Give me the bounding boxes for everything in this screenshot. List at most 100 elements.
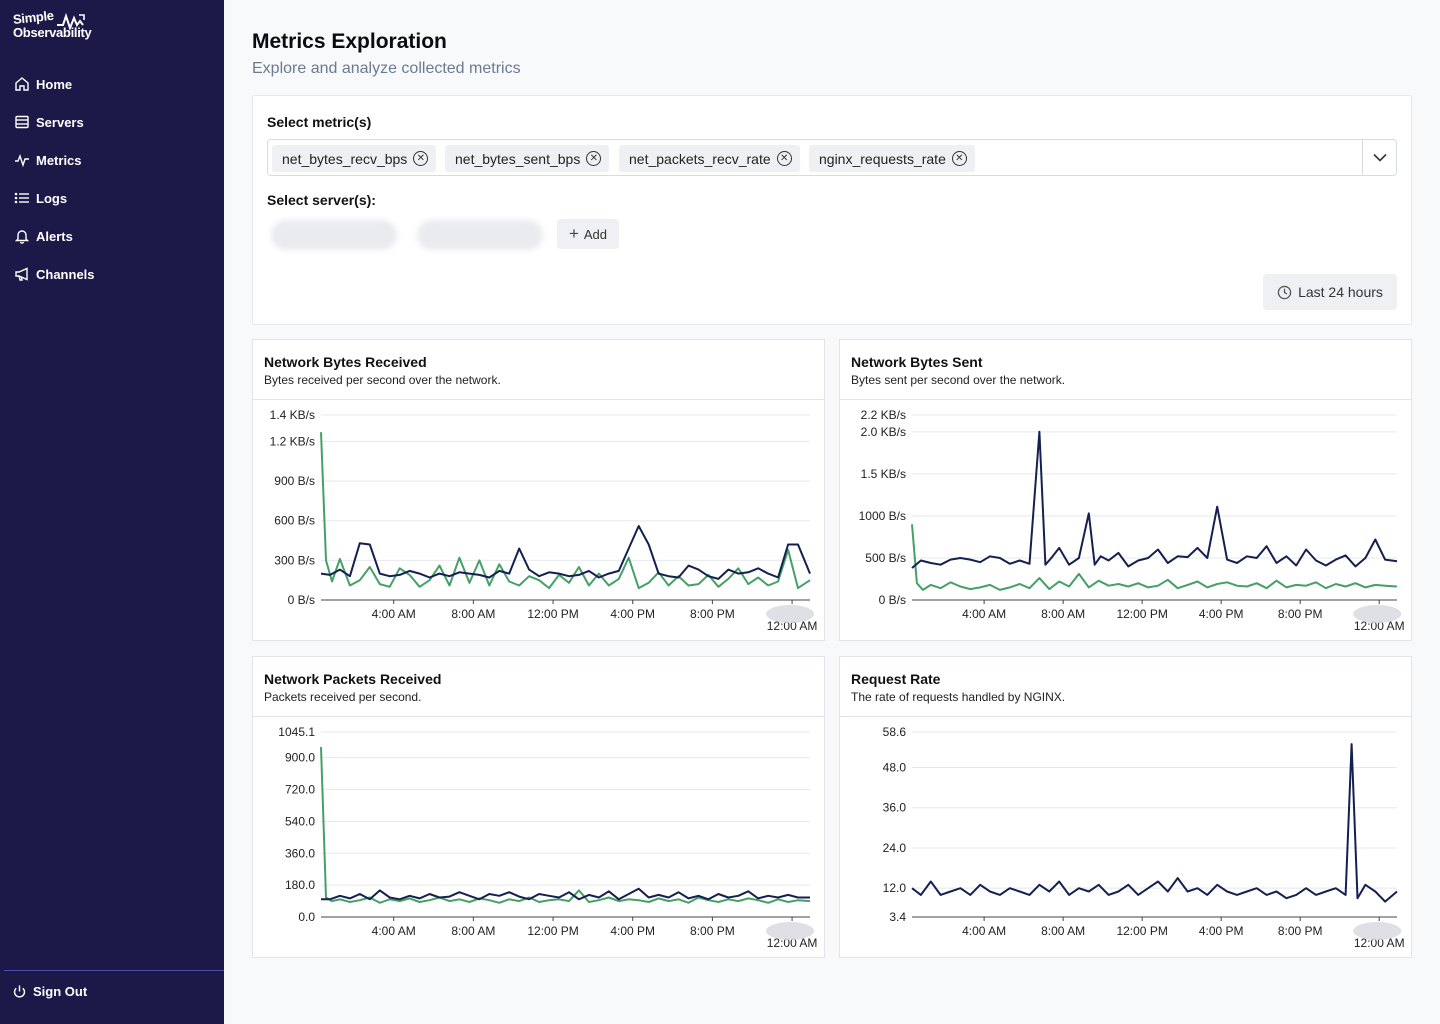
chart-card-bytes-sent: Network Bytes Sent Bytes sent per second…	[839, 339, 1412, 641]
sidebar-item-metrics[interactable]: Metrics	[0, 141, 224, 179]
y-tick-label: 180.0	[285, 878, 315, 892]
remove-chip-icon[interactable]: ✕	[776, 151, 792, 166]
x-tick-label: 4:00 AM	[372, 607, 416, 621]
sidebar-item-channels[interactable]: Channels	[0, 255, 224, 293]
y-tick-label: 900 B/s	[274, 474, 315, 488]
time-range-label: Last 24 hours	[1298, 284, 1383, 300]
chart-header: Network Bytes Sent Bytes sent per second…	[840, 340, 1411, 400]
metrics-icon	[15, 153, 29, 168]
packets-received-chart: 0.0 180.0 360.0 540.0 720.0 900.0 1045.1 4:00 A…	[278, 725, 818, 950]
remove-chip-icon[interactable]: ✕	[413, 151, 429, 166]
chart-title: Request Rate	[851, 671, 941, 687]
blurred-date-label	[1353, 922, 1402, 940]
pulse-icon	[57, 13, 85, 31]
x-tick-label: 12:00 PM	[1116, 607, 1167, 621]
y-tick-label: 24.0	[883, 841, 907, 855]
blurred-date-label	[766, 605, 815, 623]
y-tick-label: 0.0	[298, 910, 315, 924]
x-tick-label: 4:00 PM	[610, 607, 655, 621]
chart-header: Network Bytes Received Bytes received pe…	[253, 340, 824, 400]
chart-card-bytes-received: Network Bytes Received Bytes received pe…	[252, 339, 825, 641]
x-tick-label: 8:00 AM	[1041, 607, 1085, 621]
logs-icon	[14, 192, 29, 204]
chart-description: Bytes received per second over the netwo…	[264, 373, 501, 387]
series-line-server-1	[911, 743, 1398, 903]
series-line-server-1	[320, 525, 811, 580]
add-label: Add	[583, 226, 608, 242]
x-tick-label: 12:00 PM	[527, 924, 578, 938]
metric-dropdown-toggle[interactable]	[1362, 140, 1396, 175]
y-tick-label: 1000 B/s	[859, 509, 906, 523]
bell-icon	[14, 230, 30, 244]
remove-chip-icon[interactable]: ✕	[586, 151, 602, 166]
y-tick-label: 1.5 KB/s	[861, 467, 906, 481]
series-line-server-2	[320, 432, 811, 590]
logo-line-2: Observability	[13, 25, 92, 40]
chart-card-request-rate: Request Rate The rate of requests handle…	[839, 656, 1412, 958]
power-icon	[13, 985, 26, 998]
page-subtitle: Explore and analyze collected metrics	[252, 60, 521, 77]
y-tick-label: 12.0	[883, 881, 907, 895]
x-tick-label: 12:00 AM	[1354, 619, 1405, 633]
bytes-received-chart: 0 B/s 300 B/s 600 B/s 900 B/s 1.2 KB/s 1.4 KB…	[270, 408, 818, 633]
servers-icon	[15, 115, 29, 129]
y-tick-label: 1.4 KB/s	[270, 408, 315, 422]
series-line-server-1	[321, 887, 810, 901]
y-tick-label: 600 B/s	[274, 514, 315, 528]
series-line-server-2	[911, 524, 1398, 591]
server-chip[interactable]	[417, 220, 543, 250]
sidebar-item-logs[interactable]: Logs	[0, 179, 224, 217]
blurred-date-label	[1353, 605, 1402, 623]
time-range-button[interactable]: Last 24 hours	[1263, 274, 1397, 310]
metrics-label: Select metric(s)	[267, 114, 372, 130]
add-server-button[interactable]: + Add	[557, 219, 619, 249]
filter-panel: Select metric(s) net_bytes_recv_bps ✕ ne…	[252, 95, 1412, 325]
sign-out-button[interactable]: Sign Out	[12, 984, 87, 999]
blurred-date-label	[766, 922, 815, 940]
chart-title: Network Bytes Received	[264, 354, 427, 370]
y-tick-label: 48.0	[883, 761, 907, 775]
x-tick-label: 8:00 AM	[451, 924, 495, 938]
y-tick-label: 360.0	[285, 846, 315, 860]
remove-chip-icon[interactable]: ✕	[951, 151, 967, 166]
x-tick-label: 12:00 PM	[1116, 924, 1167, 938]
metric-chip-label: net_bytes_sent_bps	[455, 150, 581, 167]
metric-chip: nginx_requests_rate ✕	[809, 145, 975, 172]
servers-label: Select server(s):	[267, 192, 376, 208]
metric-chip-label: net_bytes_recv_bps	[282, 150, 408, 167]
chevron-down-icon	[1372, 153, 1387, 162]
x-tick-label: 8:00 AM	[1041, 924, 1085, 938]
x-tick-label: 12:00 AM	[767, 619, 818, 633]
sign-out-label: Sign Out	[33, 984, 88, 999]
logo-text: Simple Observability	[12, 8, 113, 40]
bytes-sent-chart: 0 B/s 500 B/s 1000 B/s 1.5 KB/s 2.0 KB/s 2.2 …	[859, 408, 1405, 633]
sidebar-item-label: Logs	[36, 190, 68, 206]
chart-header: Network Packets Received Packets receive…	[253, 657, 824, 717]
x-tick-label: 8:00 PM	[1278, 924, 1323, 938]
y-tick-label: 1045.1	[278, 725, 315, 739]
clock-icon	[1277, 285, 1292, 299]
plus-icon: +	[568, 224, 579, 243]
chart-description: Packets received per second.	[264, 690, 422, 704]
sidebar-divider	[4, 970, 224, 971]
x-tick-label: 4:00 AM	[962, 607, 1006, 621]
metric-chip: net_bytes_sent_bps ✕	[445, 145, 610, 172]
sidebar-item-home[interactable]: Home	[0, 65, 224, 103]
sidebar-item-servers[interactable]: Servers	[0, 103, 224, 141]
y-tick-label: 0 B/s	[879, 593, 906, 607]
metric-chip: net_bytes_recv_bps ✕	[272, 145, 437, 172]
series-line-server-1	[911, 430, 1398, 569]
metric-chip-label: nginx_requests_rate	[819, 150, 946, 167]
app-logo[interactable]: Simple Observability	[12, 8, 113, 46]
series-line-server-2	[320, 747, 811, 904]
server-chip[interactable]	[271, 220, 397, 250]
metric-multiselect[interactable]: net_bytes_recv_bps ✕ net_bytes_sent_bps …	[267, 139, 1397, 176]
y-tick-label: 2.0 KB/s	[861, 425, 906, 439]
metric-chip-label: net_packets_recv_rate	[629, 150, 771, 167]
home-icon	[15, 77, 29, 91]
x-tick-label: 8:00 PM	[690, 607, 735, 621]
y-tick-label: 36.0	[883, 801, 907, 815]
x-tick-label: 12:00 AM	[767, 936, 818, 950]
sidebar-item-alerts[interactable]: Alerts	[0, 217, 224, 255]
x-tick-label: 12:00 AM	[1354, 936, 1405, 950]
